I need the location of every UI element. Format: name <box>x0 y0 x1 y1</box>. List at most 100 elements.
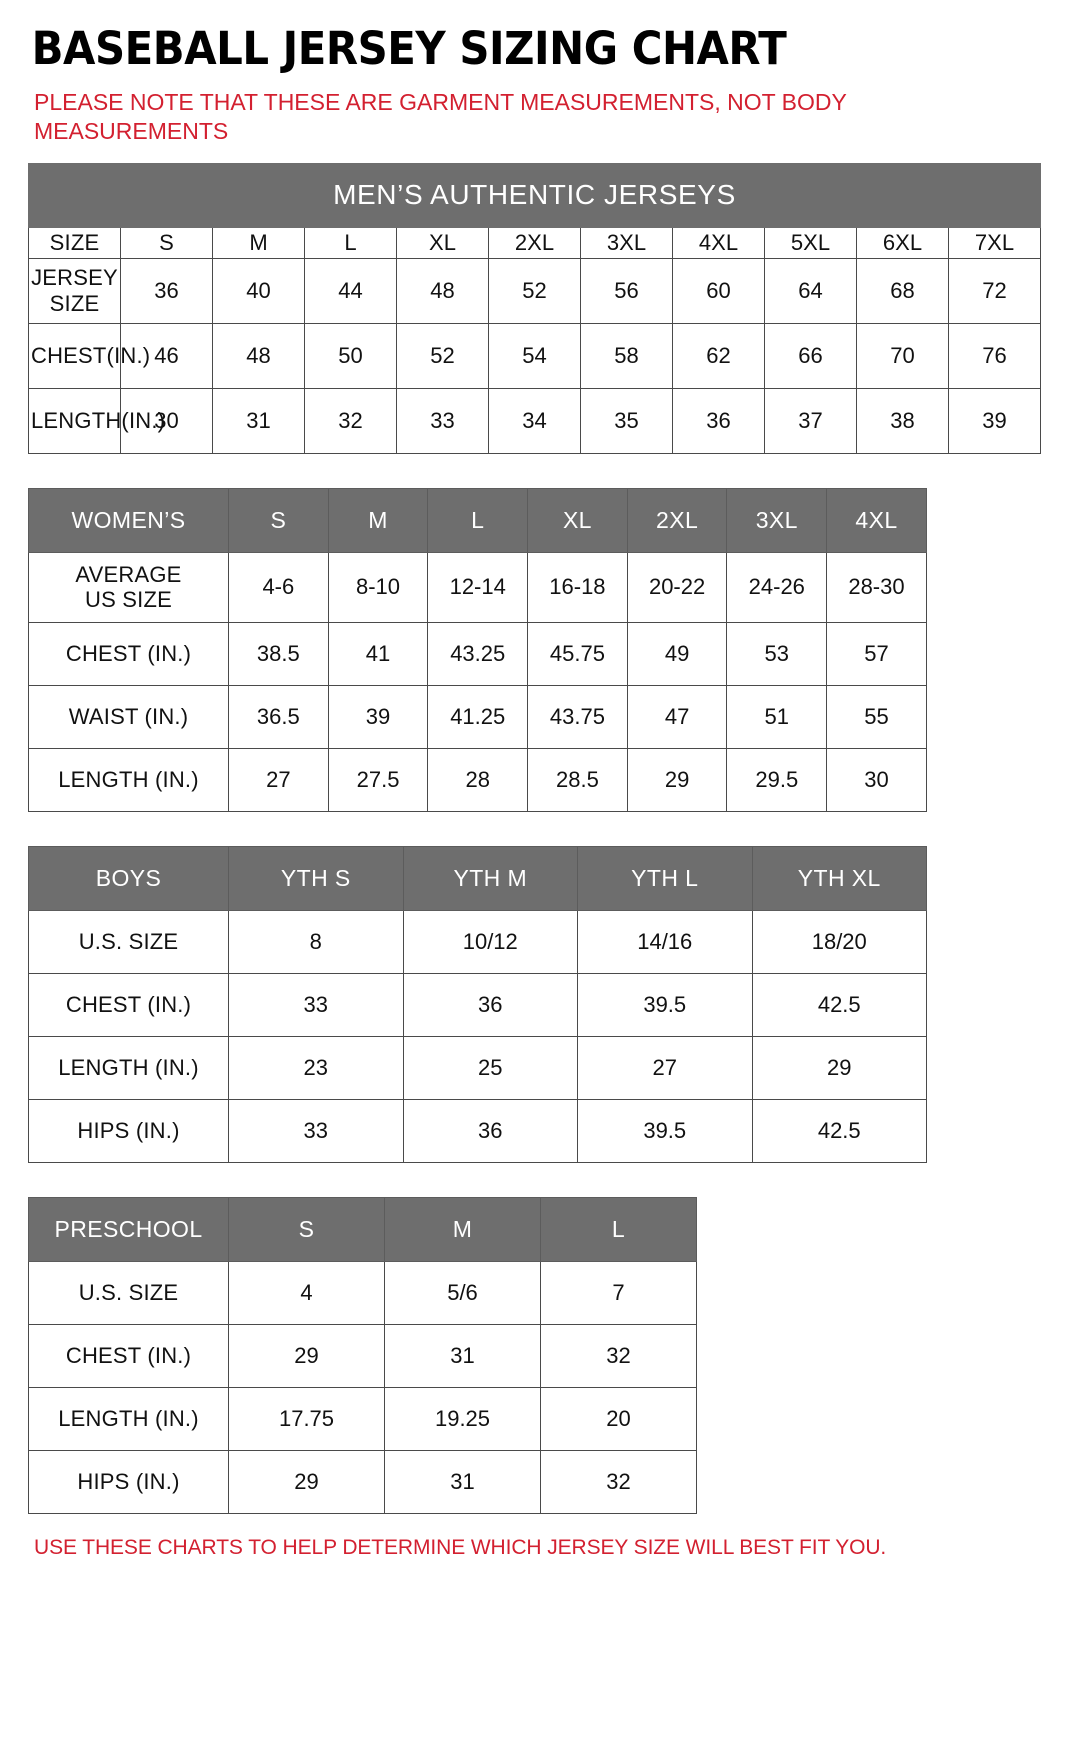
womens-cell-1-0: 38.5 <box>228 621 329 686</box>
preschool-cell-3-1: 31 <box>384 1449 541 1514</box>
mens-cell-1-7: 66 <box>764 322 857 389</box>
womens-cell-3-4: 29 <box>626 747 728 812</box>
footer-note: USE THESE CHARTS TO HELP DETERMINE WHICH… <box>34 1535 887 1559</box>
boys-cell-3-3: 42.5 <box>751 1098 927 1163</box>
preschool-cell-1-1: 31 <box>384 1323 541 1388</box>
mens-row-label-0: JERSEY SIZE <box>28 257 121 324</box>
mens-cell-1-0: 46 <box>120 322 213 389</box>
mens-col-header-6: 3XL <box>580 226 673 259</box>
spacer <box>0 1163 1077 1197</box>
womens-col-header-6: 3XL <box>726 487 828 553</box>
preschool-col-header-1: S <box>228 1196 385 1262</box>
womens-cell-3-5: 29.5 <box>726 747 828 812</box>
mens-cell-1-8: 70 <box>856 322 949 389</box>
mens-cell-0-6: 60 <box>672 257 765 324</box>
table-row: LENGTH (IN.) 23 25 27 29 <box>28 1035 927 1100</box>
boys-table-body: BOYS YTH S YTH M YTH L YTH XL U.S. SIZE … <box>28 845 927 1163</box>
boys-header-row: BOYS YTH S YTH M YTH L YTH XL <box>28 845 927 911</box>
boys-cell-3-2: 39.5 <box>577 1098 753 1163</box>
boys-cell-0-3: 18/20 <box>751 909 927 974</box>
mens-col-header-1: S <box>120 226 213 259</box>
table-row: CHEST(IN.) 46 48 50 52 54 58 62 66 70 76 <box>28 322 1041 389</box>
table-row: JERSEY SIZE 36 40 44 48 52 56 60 64 68 7… <box>28 257 1041 324</box>
preschool-cell-3-0: 29 <box>228 1449 385 1514</box>
mens-col-header-7: 4XL <box>672 226 765 259</box>
boys-cell-1-0: 33 <box>228 972 404 1037</box>
boys-cell-2-1: 25 <box>402 1035 578 1100</box>
mens-cell-2-6: 36 <box>672 387 765 454</box>
womens-cell-3-0: 27 <box>228 747 329 812</box>
boys-cell-1-3: 42.5 <box>751 972 927 1037</box>
boys-row-label-3: HIPS (IN.) <box>28 1098 229 1163</box>
mens-banner-row: MEN’S AUTHENTIC JERSEYS <box>28 162 1041 228</box>
womens-cell-3-1: 27.5 <box>327 747 429 812</box>
womens-row-label-2: WAIST (IN.) <box>28 684 229 749</box>
womens-col-header-0: WOMEN’S <box>28 487 229 553</box>
boys-col-header-0: BOYS <box>28 845 229 911</box>
preschool-cell-0-2: 7 <box>540 1260 697 1325</box>
boys-cell-2-2: 27 <box>577 1035 753 1100</box>
boys-cell-0-0: 8 <box>228 909 404 974</box>
mens-table-body: MEN’S AUTHENTIC JERSEYS SIZE S M L XL 2X… <box>28 162 1041 454</box>
boys-table-section: BOYS YTH S YTH M YTH L YTH XL U.S. SIZE … <box>0 845 1077 1163</box>
boys-col-header-4: YTH XL <box>751 845 927 911</box>
preschool-header-row: PRESCHOOL S M L <box>28 1196 697 1262</box>
womens-cell-0-6: 28-30 <box>826 551 927 623</box>
mens-col-header-4: XL <box>396 226 489 259</box>
womens-cell-0-4: 20-22 <box>626 551 728 623</box>
table-row: LENGTH (IN.) 27 27.5 28 28.5 29 29.5 30 <box>28 747 927 812</box>
mens-row-label-2: LENGTH(IN.) <box>28 387 165 454</box>
mens-col-header-9: 6XL <box>856 226 949 259</box>
boys-cell-0-2: 14/16 <box>577 909 753 974</box>
womens-cell-3-3: 28.5 <box>527 747 628 812</box>
preschool-sizing-table: PRESCHOOL S M L U.S. SIZE 4 5/6 7 CHEST … <box>28 1196 697 1514</box>
mens-cell-0-8: 68 <box>856 257 949 324</box>
boys-cell-0-1: 10/12 <box>402 909 578 974</box>
mens-cell-2-9: 39 <box>948 387 1041 454</box>
preschool-table-section: PRESCHOOL S M L U.S. SIZE 4 5/6 7 CHEST … <box>0 1196 1077 1514</box>
mens-banner-label: MEN’S AUTHENTIC JERSEYS <box>28 162 1041 228</box>
boys-cell-2-0: 23 <box>228 1035 404 1100</box>
womens-row-label-3: LENGTH (IN.) <box>28 747 229 812</box>
mens-cell-0-2: 44 <box>304 257 397 324</box>
spacer <box>0 812 1077 846</box>
mens-col-header-2: M <box>212 226 305 259</box>
mens-cell-2-8: 38 <box>856 387 949 454</box>
table-row: LENGTH(IN.) 30 31 32 33 34 35 36 37 38 3… <box>28 387 1041 454</box>
table-row: AVERAGE US SIZE 4-6 8-10 12-14 16-18 20-2… <box>28 551 927 623</box>
mens-cell-0-3: 48 <box>396 257 489 324</box>
preschool-row-label-1: CHEST (IN.) <box>28 1323 229 1388</box>
mens-cell-1-3: 52 <box>396 322 489 389</box>
mens-table-section: MEN’S AUTHENTIC JERSEYS SIZE S M L XL 2X… <box>0 162 1077 454</box>
page-subtitle-note: PLEASE NOTE THAT THESE ARE GARMENT MEASU… <box>34 89 847 144</box>
boys-cell-1-2: 39.5 <box>577 972 753 1037</box>
boys-col-header-3: YTH L <box>577 845 753 911</box>
womens-cell-1-2: 43.25 <box>427 621 529 686</box>
preschool-row-label-0: U.S. SIZE <box>28 1260 229 1325</box>
womens-col-header-2: M <box>327 487 429 553</box>
womens-cell-2-3: 43.75 <box>527 684 628 749</box>
womens-cell-1-4: 49 <box>626 621 728 686</box>
womens-cell-2-2: 41.25 <box>427 684 529 749</box>
boys-cell-1-1: 36 <box>402 972 578 1037</box>
womens-cell-0-0: 4-6 <box>228 551 329 623</box>
preschool-table-body: PRESCHOOL S M L U.S. SIZE 4 5/6 7 CHEST … <box>28 1196 697 1514</box>
mens-cell-2-2: 32 <box>304 387 397 454</box>
womens-col-header-1: S <box>228 487 329 553</box>
preschool-col-header-3: L <box>540 1196 697 1262</box>
boys-row-label-0: U.S. SIZE <box>28 909 229 974</box>
womens-cell-0-5: 24-26 <box>726 551 828 623</box>
boys-cell-2-3: 29 <box>751 1035 927 1100</box>
mens-cell-2-1: 31 <box>212 387 305 454</box>
womens-col-header-4: XL <box>527 487 628 553</box>
womens-cell-0-2: 12-14 <box>427 551 529 623</box>
womens-row-label-0: AVERAGE US SIZE <box>28 551 229 623</box>
preschool-cell-3-2: 32 <box>540 1449 697 1514</box>
womens-cell-1-6: 57 <box>826 621 927 686</box>
mens-cell-1-5: 58 <box>580 322 673 389</box>
mens-cell-2-5: 35 <box>580 387 673 454</box>
womens-cell-2-6: 55 <box>826 684 927 749</box>
table-row: U.S. SIZE 8 10/12 14/16 18/20 <box>28 909 927 974</box>
page-title: BASEBALL JERSEY SIZING CHART <box>31 22 787 75</box>
